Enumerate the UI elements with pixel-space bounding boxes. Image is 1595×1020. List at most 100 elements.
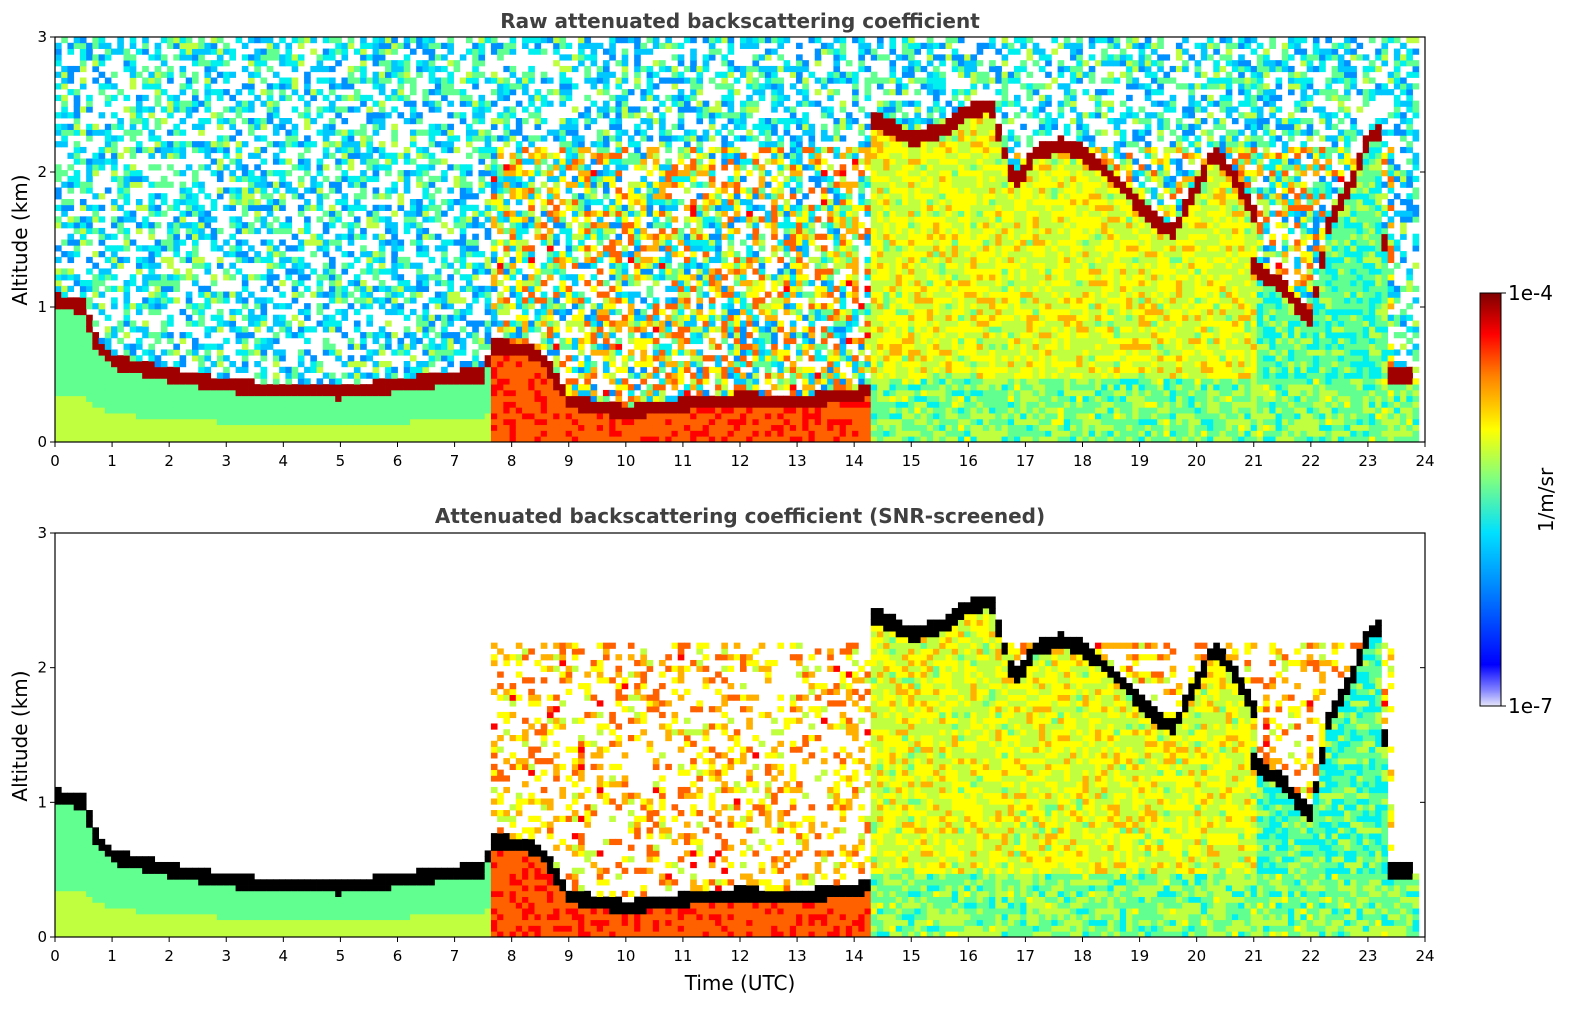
heatmap-cell xyxy=(160,199,168,206)
heatmap-cell xyxy=(453,378,461,385)
heatmap-cell xyxy=(522,303,529,310)
heatmap-cell xyxy=(353,297,361,304)
heatmap-cell xyxy=(198,129,205,136)
heatmap-cell xyxy=(721,152,728,159)
heatmap-cell xyxy=(98,361,106,368)
heatmap-cell xyxy=(447,60,454,67)
heatmap-cell xyxy=(466,123,473,130)
heatmap-cell xyxy=(472,245,479,252)
heatmap-cell xyxy=(665,146,672,154)
heatmap-cell xyxy=(559,314,567,321)
heatmap-cell xyxy=(322,129,330,136)
heatmap-cell xyxy=(584,216,591,223)
heatmap-cell xyxy=(490,251,498,258)
heatmap-cell xyxy=(540,48,548,55)
heatmap-cell xyxy=(416,285,423,292)
heatmap-cell xyxy=(260,77,268,84)
heatmap-cell xyxy=(98,89,106,96)
heatmap-cell xyxy=(92,291,99,298)
heatmap-cell xyxy=(422,280,430,287)
heatmap-cell xyxy=(441,129,448,136)
heatmap-cell xyxy=(627,199,635,206)
heatmap-cell xyxy=(142,222,149,229)
heatmap-cell xyxy=(634,343,641,350)
heatmap-cell xyxy=(727,320,735,327)
heatmap-cell xyxy=(378,42,386,49)
heatmap-cell xyxy=(360,60,367,67)
heatmap-cell xyxy=(659,378,666,385)
heatmap-cell xyxy=(634,112,641,119)
heatmap-cell xyxy=(472,372,479,379)
heatmap-cell xyxy=(509,436,517,443)
heatmap-cell xyxy=(360,129,367,136)
heatmap-cell xyxy=(335,355,342,362)
heatmap-cell xyxy=(73,216,81,223)
heatmap-cell xyxy=(285,389,293,397)
heatmap-cell xyxy=(528,274,535,281)
heatmap-cell xyxy=(659,210,666,217)
heatmap-cell xyxy=(571,274,579,281)
heatmap-cell xyxy=(715,401,722,408)
heatmap-cell xyxy=(360,204,367,211)
heatmap-cell xyxy=(241,418,249,426)
heatmap-cell xyxy=(540,262,548,269)
heatmap-cell xyxy=(86,204,93,211)
heatmap-cell xyxy=(397,291,405,298)
heatmap-cell xyxy=(441,222,448,229)
heatmap-cell xyxy=(204,430,212,437)
heatmap-cell xyxy=(715,395,722,402)
heatmap-cell xyxy=(254,274,261,281)
heatmap-cell xyxy=(360,337,367,345)
heatmap-cell xyxy=(216,395,224,402)
heatmap-cell xyxy=(553,430,560,437)
heatmap-cell xyxy=(559,199,567,206)
heatmap-cell xyxy=(447,280,454,287)
heatmap-cell xyxy=(173,216,180,223)
heatmap-cell xyxy=(634,407,641,414)
heatmap-cell xyxy=(434,378,442,385)
heatmap-cell xyxy=(160,413,168,420)
heatmap-cell xyxy=(715,326,722,333)
heatmap-cell xyxy=(204,210,212,217)
heatmap-cell xyxy=(366,77,373,84)
heatmap-cell xyxy=(441,123,448,130)
heatmap-cell xyxy=(223,372,230,379)
heatmap-cell xyxy=(416,164,423,171)
heatmap-cell xyxy=(546,303,554,310)
heatmap-cell xyxy=(92,123,99,130)
heatmap-cell xyxy=(167,384,174,391)
heatmap-cell xyxy=(553,60,560,67)
heatmap-cell xyxy=(310,424,317,431)
heatmap-cell xyxy=(484,164,492,171)
heatmap-cell xyxy=(522,245,529,252)
heatmap-cell xyxy=(702,251,710,258)
heatmap-cell xyxy=(92,349,99,356)
heatmap-cell xyxy=(291,77,299,84)
heatmap-cell xyxy=(596,430,604,437)
heatmap-cell xyxy=(509,320,517,327)
heatmap-cell xyxy=(148,112,156,119)
heatmap-cell xyxy=(142,424,149,431)
heatmap-cell xyxy=(584,204,591,211)
heatmap-cell xyxy=(397,245,405,252)
heatmap-cell xyxy=(671,349,679,356)
heatmap-cell xyxy=(223,48,230,55)
heatmap-cell xyxy=(272,285,280,292)
heatmap-cell xyxy=(385,42,392,49)
heatmap-cell xyxy=(522,384,529,391)
heatmap-cell xyxy=(447,378,454,385)
heatmap-cell xyxy=(260,389,268,397)
heatmap-cell xyxy=(248,407,255,414)
heatmap-cell xyxy=(223,320,230,327)
heatmap-cell xyxy=(403,361,411,368)
heatmap-cell xyxy=(596,135,604,142)
heatmap-cell xyxy=(515,152,523,159)
heatmap-cell xyxy=(627,384,635,391)
heatmap-cell xyxy=(279,118,286,125)
heatmap-cell xyxy=(441,424,448,431)
heatmap-cell xyxy=(652,222,660,229)
heatmap-cell xyxy=(428,60,436,67)
heatmap-cell xyxy=(422,361,430,368)
heatmap-cell xyxy=(702,239,710,246)
heatmap-cell xyxy=(372,112,380,119)
